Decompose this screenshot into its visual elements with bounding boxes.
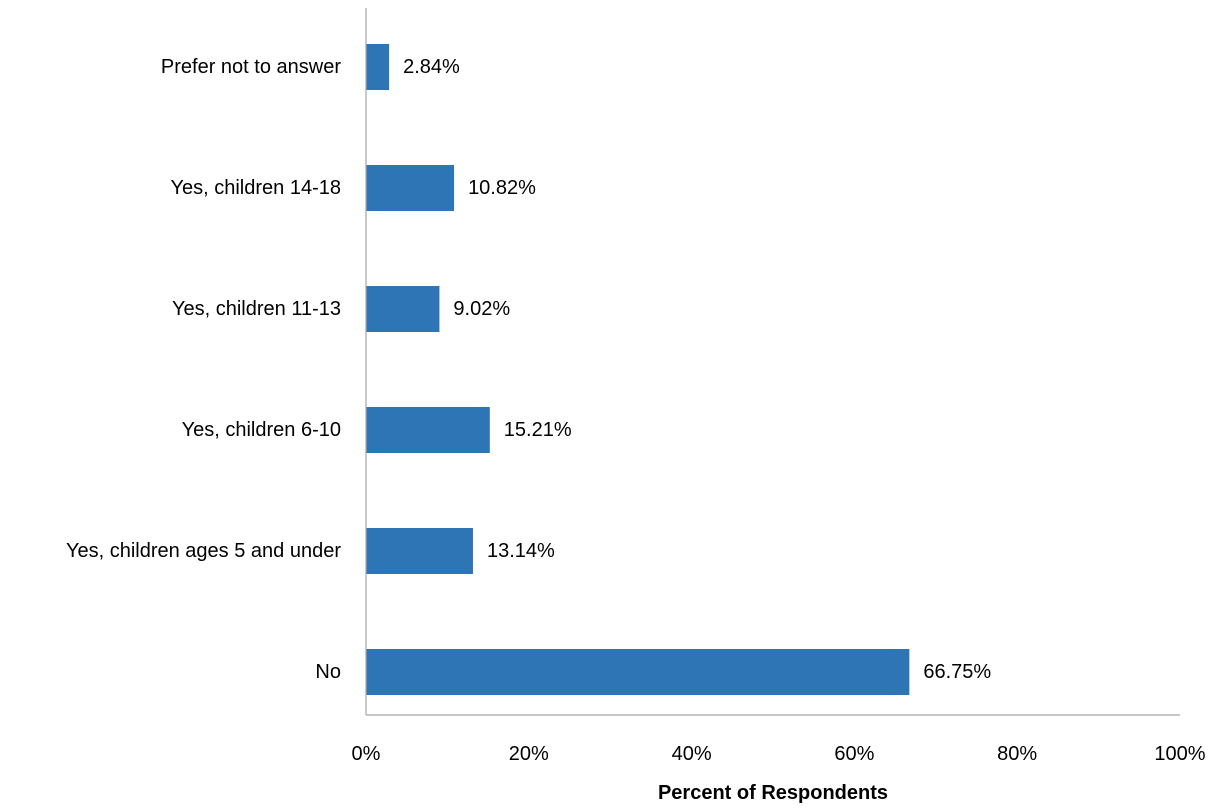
x-tick-label-5: 100% [1154, 743, 1205, 765]
x-tick-labels: 0% 20% 40% 60% 80% 100% [352, 743, 1206, 765]
data-label-5: 66.75% [923, 661, 991, 683]
data-label-0: 2.84% [403, 56, 460, 78]
data-labels: 2.84% 10.82% 9.02% 15.21% 13.14% 66.75% [403, 56, 991, 683]
bar-3 [366, 407, 490, 453]
bar-1 [366, 165, 455, 211]
x-axis-title: Percent of Respondents [658, 782, 888, 804]
data-label-2: 9.02% [453, 298, 510, 320]
bar-5 [366, 649, 910, 695]
data-label-4: 13.14% [487, 540, 555, 562]
x-tick-label-2: 40% [672, 743, 712, 765]
data-label-1: 10.82% [468, 177, 536, 199]
x-tick-label-1: 20% [509, 743, 549, 765]
bar-4 [366, 528, 473, 574]
bar-2 [366, 286, 440, 332]
x-tick-label-4: 80% [997, 743, 1037, 765]
category-label-5: No [315, 661, 341, 683]
category-label-4: Yes, children ages 5 and under [66, 540, 341, 562]
category-labels: Prefer not to answer Yes, children 14-18 Y… [66, 56, 341, 683]
category-label-2: Yes, children 11-13 [172, 298, 341, 320]
bar-0 [366, 44, 390, 90]
category-label-1: Yes, children 14-18 [171, 177, 342, 199]
data-label-3: 15.21% [504, 419, 572, 441]
bars [366, 44, 910, 695]
x-tick-label-3: 60% [834, 743, 874, 765]
category-label-0: Prefer not to answer [161, 56, 341, 78]
category-label-3: Yes, children 6-10 [182, 419, 341, 441]
x-tick-label-0: 0% [352, 743, 381, 765]
